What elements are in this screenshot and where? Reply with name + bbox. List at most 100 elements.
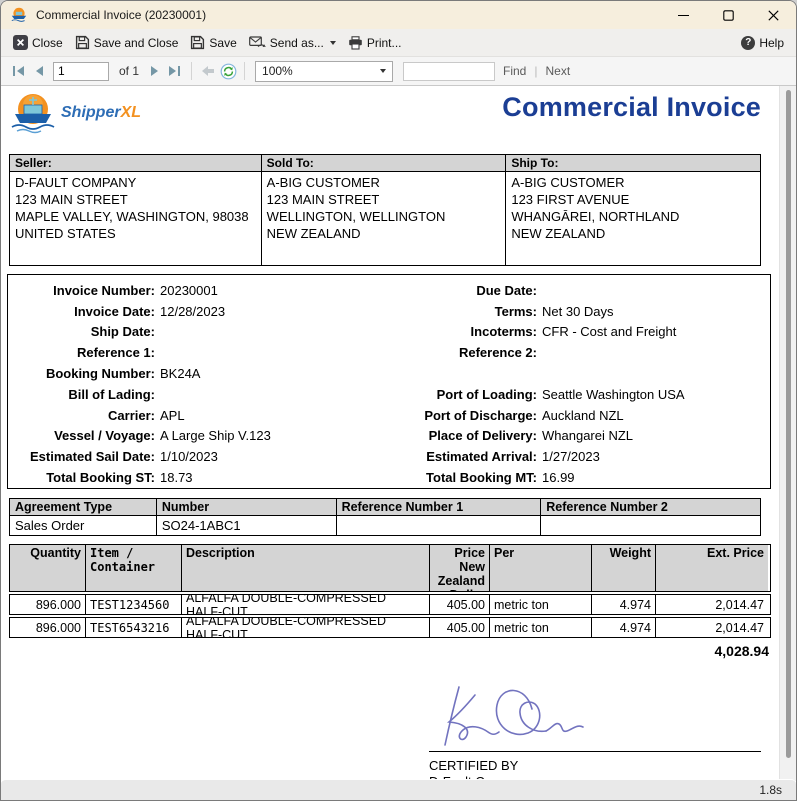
print-label: Print...	[366, 35, 402, 50]
zoom-dropdown-icon	[380, 69, 387, 73]
seller-header: Seller:	[9, 154, 262, 172]
field-label: Estimated Arrival:	[426, 449, 537, 465]
invoice-number-value: 20230001	[160, 282, 218, 298]
render-duration: 1.8s	[759, 783, 782, 797]
details-right-column: Due Date: Terms: Net 30 Days Incoterms: CF…	[390, 280, 768, 488]
send-as-label: Send as...	[269, 35, 324, 50]
item-cell: TEST6543216	[86, 618, 182, 637]
column-header: Quantity	[10, 545, 86, 591]
parties-table: Seller: Sold To: Ship To: D-FAULT COMPAN…	[9, 154, 761, 266]
place-of-delivery-value: Whangarei NZL	[542, 428, 634, 444]
toolbar-separator	[191, 62, 193, 80]
previous-page-button[interactable]	[29, 61, 49, 81]
help-label: Help	[759, 35, 784, 50]
booking-number-value: BK24A	[160, 366, 201, 382]
scrollbar-thumb[interactable]	[786, 90, 791, 758]
certified-by-label: CERTIFIED BY	[429, 758, 519, 773]
next-page-button[interactable]	[145, 61, 165, 81]
total-booking-st-value: 18.73	[160, 470, 193, 486]
line-items-table: Quantity Item / Container Description Pr…	[9, 544, 771, 638]
address-line: UNITED STATES	[15, 226, 116, 241]
close-label: Close	[32, 35, 63, 50]
first-page-button[interactable]	[9, 61, 29, 81]
back-to-parent-button[interactable]	[198, 61, 218, 81]
maximize-button[interactable]	[706, 1, 751, 29]
address-line: WHANGĀREI, NORTHLAND	[511, 209, 680, 224]
grand-total: 4,028.94	[714, 643, 770, 659]
field-label: Incoterms:	[470, 324, 537, 340]
refresh-icon	[220, 63, 236, 79]
field-label: Carrier:	[108, 407, 155, 423]
logo-wordmark: ShipperXL	[61, 104, 141, 122]
save-and-close-button[interactable]: Save and Close	[69, 32, 185, 53]
window-title: Commercial Invoice (20230001)	[36, 8, 207, 22]
minimize-button[interactable]	[661, 1, 706, 29]
logo-text-accent: XL	[120, 104, 142, 121]
ext-price-cell: 2,014.47	[715, 597, 764, 612]
quantity-cell: 896.000	[10, 618, 86, 637]
zoom-select[interactable]: 100%	[255, 60, 394, 82]
title-bar: Commercial Invoice (20230001)	[1, 1, 796, 29]
report-header: ShipperXL Commercial Invoice	[7, 90, 773, 146]
quantity-cell: 896.000	[10, 595, 86, 614]
column-header: Ext. Price	[656, 545, 768, 591]
refresh-button[interactable]	[218, 61, 238, 81]
address-line: NEW ZEALAND	[511, 226, 606, 241]
address-line: A-BIG CUSTOMER	[266, 175, 380, 190]
sold-to-address: A-BIG CUSTOMER 123 MAIN STREET WELLINGTO…	[260, 171, 507, 266]
port-of-loading-value: Seattle Washington USA	[542, 386, 685, 402]
save-button[interactable]: Save	[184, 32, 242, 53]
table-row: Sales Order SO24-1ABC1	[9, 515, 761, 536]
page-count-label: of 1	[119, 64, 140, 78]
app-logo-icon	[11, 7, 27, 22]
signature-line	[429, 751, 761, 752]
agreement-table: Agreement Type Number Reference Number 1…	[9, 498, 761, 536]
table-row: 896.000 TEST1234560 ALFALFA DOUBLE-COMPR…	[9, 594, 771, 615]
per-cell: metric ton	[490, 618, 592, 637]
address-line: 123 FIRST AVENUE	[511, 192, 630, 207]
field-label: Estimated Sail Date:	[30, 449, 155, 465]
field-label: Ship Date:	[90, 324, 155, 340]
column-header: Per	[490, 545, 592, 591]
first-page-icon	[13, 66, 24, 76]
find-next-button[interactable]: Next	[545, 64, 571, 78]
address-line: 123 MAIN STREET	[15, 192, 128, 207]
weight-cell: 4.974	[592, 595, 656, 614]
column-header: Number	[155, 498, 337, 516]
field-label: Vessel / Voyage:	[54, 428, 155, 444]
agreement-type-cell: Sales Order	[9, 515, 157, 536]
line-items-header: Quantity Item / Container Description Pr…	[9, 544, 771, 592]
help-button[interactable]: ? Help	[735, 33, 790, 53]
close-button[interactable]: Close	[7, 32, 69, 53]
incoterms-value: CFR - Cost and Freight	[542, 324, 677, 340]
back-arrow-icon	[202, 66, 215, 76]
save-icon	[75, 35, 89, 50]
envelope-icon	[248, 36, 266, 48]
field-label: Bill of Lading:	[68, 386, 155, 402]
app-toolbar: Close Save and Close Save Sen	[1, 29, 796, 57]
ship-to-header: Ship To:	[505, 154, 761, 172]
item-cell: TEST1234560	[86, 595, 182, 614]
toolbar-separator	[244, 62, 246, 80]
column-header: Reference Number 2	[540, 498, 761, 516]
column-header: Weight	[592, 545, 656, 591]
vertical-scrollbar[interactable]	[779, 86, 796, 781]
find-button[interactable]: Find	[503, 64, 527, 78]
report-title: Commercial Invoice	[502, 92, 761, 122]
send-as-button[interactable]: Send as...	[243, 33, 342, 53]
column-header: Reference Number 1	[335, 498, 542, 516]
description-cell: ALFALFA DOUBLE-COMPRESSED HALF-CUT	[182, 618, 430, 637]
printer-icon	[349, 35, 362, 50]
print-button[interactable]: Print...	[342, 33, 408, 53]
address-line: WELLINGTON, WELLINGTON	[266, 209, 446, 224]
last-page-button[interactable]	[165, 61, 185, 81]
zoom-value: 100%	[262, 64, 293, 78]
certification-block: CERTIFIED BY D-Fault Company	[429, 675, 761, 781]
price-cell: 405.00	[430, 618, 490, 637]
send-as-dropdown-icon	[329, 40, 336, 45]
find-input[interactable]	[403, 61, 496, 81]
close-window-button[interactable]	[751, 1, 796, 29]
page-number-input[interactable]	[53, 61, 109, 81]
find-next-separator: |	[534, 64, 538, 78]
report-viewport: ShipperXL Commercial Invoice Seller: Sol…	[1, 86, 796, 781]
